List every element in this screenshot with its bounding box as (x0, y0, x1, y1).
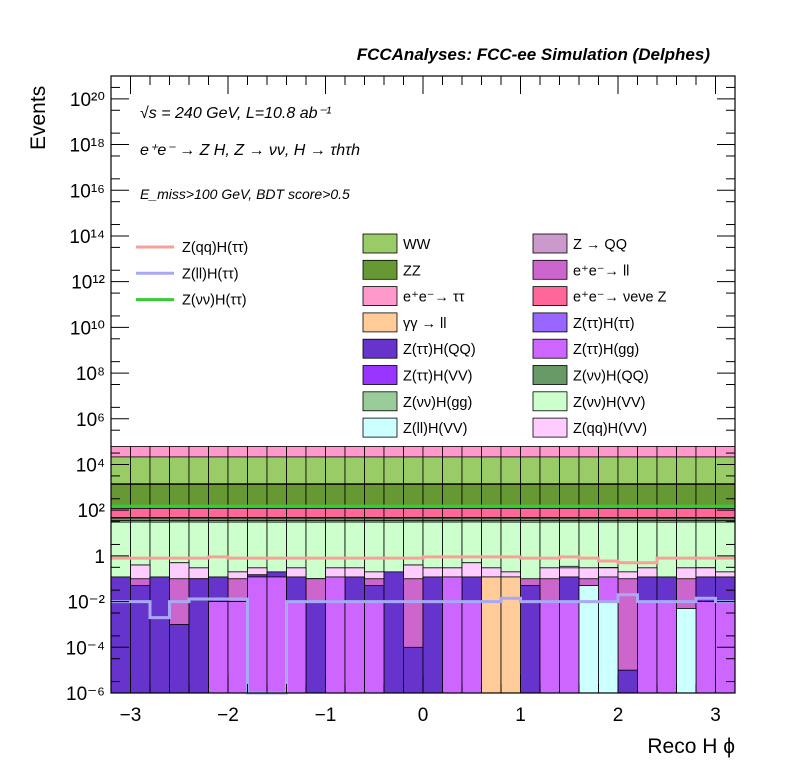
legend-swatch (362, 286, 398, 307)
low-bin-bar (247, 576, 268, 694)
legend-swatch (532, 338, 568, 359)
legend-label: Z(ττ)H(gg) (573, 342, 639, 358)
low-bin-bar (403, 646, 424, 694)
low-bin-bar (286, 601, 307, 694)
signal-lines (111, 504, 735, 695)
legend-swatch (532, 259, 568, 280)
y-tick-label: 10⁻² (68, 593, 106, 614)
y-tick-label: 10⁸ (76, 364, 105, 385)
low-bin-bar (227, 601, 248, 694)
legend-swatch (532, 391, 568, 412)
axes: −3 −2 −1 0 1 2 3 10⁻⁶ 10⁻⁴ 10⁻² 1 10² 10⁴ 10⁶ 10⁸ 10¹⁰ 1… (66, 75, 736, 726)
low-bin-bar (169, 624, 190, 694)
y-tick-label: 10¹⁴ (69, 227, 105, 248)
legend-swatch (362, 391, 398, 412)
legend-label: γγ → ll (403, 316, 447, 332)
signal-line-0 (111, 555, 735, 565)
legend-label: Z(ll)H(ττ) (182, 266, 239, 282)
x-tick-label: 0 (418, 705, 429, 726)
legend-label: Z → QQ (573, 237, 627, 253)
legend-label: Z(ττ)H(QQ) (403, 342, 476, 358)
y-tick-label: 1 (94, 547, 105, 568)
y-tick-label: 10²⁰ (70, 90, 105, 111)
low-bin-bar (325, 576, 346, 694)
legend-label: e⁺e⁻→ ττ (403, 290, 465, 306)
legend-label: Z(ll)H(VV) (403, 421, 467, 437)
low-bin-bar (422, 576, 443, 694)
legend-label: e⁺e⁻→ νeνe Z (573, 290, 667, 306)
low-bin-bar (559, 601, 580, 694)
legend-label: Z(ττ)H(ττ) (573, 316, 635, 332)
low-bin-bar (617, 669, 638, 694)
legend-swatch (532, 417, 568, 438)
legend-swatch (362, 338, 398, 359)
legend-swatch (532, 365, 568, 385)
legend-label: Z(qq)H(VV) (573, 421, 647, 437)
low-bin-bar (208, 601, 229, 694)
legend-label: Z(νν)H(ττ) (182, 293, 247, 309)
low-bin-bar (481, 576, 502, 694)
legend-swatch (362, 259, 398, 280)
low-bin-bar (461, 601, 482, 694)
legend-label: Z(ττ)H(VV) (403, 369, 472, 385)
low-bin-bar (110, 576, 131, 694)
low-bin-bar (188, 578, 209, 694)
low-bin-bar (539, 601, 560, 694)
energy-annotation: √s = 240 GeV, L=10.8 ab⁻¹ (140, 105, 331, 122)
legend-swatch (362, 233, 398, 254)
y-tick-label: 10¹² (71, 273, 105, 294)
low-bin-bar (695, 601, 716, 694)
low-bin-bar (305, 601, 326, 694)
x-tick-label: 2 (613, 705, 624, 726)
legend-swatch (362, 365, 398, 385)
legend-swatch (532, 286, 568, 307)
y-tick-label: 10² (78, 501, 105, 522)
legend-label: Z(νν)H(VV) (573, 395, 646, 411)
y-tick-label: 10⁻⁶ (66, 684, 105, 705)
y-tick-label: 10¹⁸ (70, 136, 105, 157)
y-tick-label: 10⁶ (76, 410, 105, 431)
legend-swatch (532, 312, 568, 333)
low-bin-bar (500, 576, 521, 694)
low-bin-bar (656, 601, 677, 694)
legend: Z(qq)H(ττ) Z(ll)H(ττ) Z(νν)H(ττ) WW ZZ e⁺e⁻→ … (136, 233, 667, 438)
low-bin-bar (364, 601, 385, 694)
x-tick-label: −2 (217, 705, 239, 726)
y-tick-label: 10¹⁰ (70, 318, 105, 339)
process-annotation: e⁺e⁻ → Z H, Z → νν, H → τhτh (140, 142, 360, 159)
low-bin-bar (149, 576, 170, 694)
legend-label: Z(qq)H(ττ) (182, 240, 248, 256)
low-bin-bar (344, 601, 365, 694)
x-tick-label: −1 (315, 705, 337, 726)
y-axis-label: Events (27, 86, 50, 150)
x-tick-label: 1 (515, 705, 526, 726)
low-bin-bar (676, 608, 697, 694)
legend-swatch (532, 233, 568, 254)
legend-label: e⁺e⁻→ ll (573, 263, 629, 279)
low-bin-bar (383, 571, 404, 694)
y-tick-label: 10⁴ (76, 455, 105, 476)
y-tick-label: 10¹⁶ (70, 181, 105, 202)
chart-title: FCCAnalyses: FCC-ee Simulation (Delphes) (357, 45, 711, 64)
low-bin-bar (442, 576, 463, 694)
legend-label: Z(νν)H(gg) (403, 395, 472, 411)
low-bin-bar (637, 601, 658, 694)
x-tick-label: −3 (120, 705, 142, 726)
x-tick-label: 3 (710, 705, 721, 726)
low-bin-bar (266, 576, 287, 694)
legend-label: WW (403, 237, 431, 253)
y-tick-label: 10⁻⁴ (66, 638, 105, 659)
signal-line-1 (111, 593, 735, 695)
legend-swatch (362, 417, 398, 438)
legend-label: ZZ (403, 263, 421, 279)
low-bins (110, 571, 736, 694)
cuts-annotation: E_miss>100 GeV, BDT score>0.5 (140, 186, 350, 202)
legend-swatch (362, 312, 398, 333)
legend-label: Z(νν)H(QQ) (573, 369, 649, 385)
x-axis-label: Reco H ϕ (647, 735, 735, 758)
low-bin-bar (598, 601, 619, 694)
